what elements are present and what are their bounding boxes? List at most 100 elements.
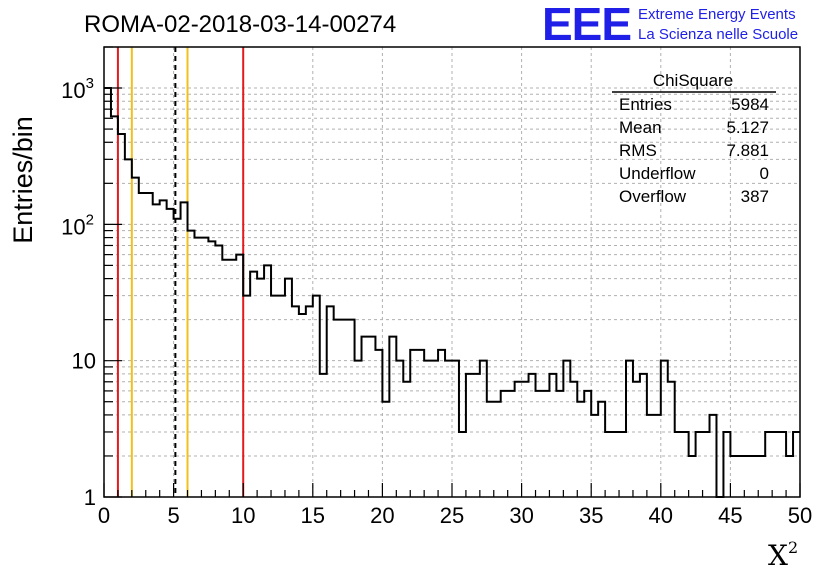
x-tick-label: 20 [370, 503, 394, 528]
histogram-bin [779, 432, 786, 497]
histogram-bin [222, 260, 229, 497]
logo-line-1: Extreme Energy Events [638, 6, 796, 23]
x-tick-label: 40 [649, 503, 673, 528]
y-tick-label: 10 [72, 349, 96, 374]
histogram-bin [375, 350, 382, 497]
histogram-bin [410, 350, 417, 497]
eee-logo: EEE Extreme Energy Events La Scienza nel… [542, 0, 798, 50]
histogram-bin [605, 432, 612, 497]
histogram-bin [188, 231, 195, 497]
stats-row-label: Mean [619, 118, 662, 137]
histogram-bin [368, 337, 375, 497]
histogram-bin [229, 260, 236, 497]
histogram-bin [396, 361, 403, 497]
logo-line-2: La Scienza nelle Scuole [638, 26, 798, 43]
histogram-bin [765, 432, 772, 497]
histogram-bin [299, 314, 306, 497]
histogram-bin [382, 402, 389, 497]
stats-title: ChiSquare [653, 71, 733, 90]
histogram-bin [181, 202, 188, 497]
y-tick-label-exponent: 3 [86, 75, 94, 92]
stats-row-value: 5.127 [726, 118, 769, 137]
x-tick-label: 30 [509, 503, 533, 528]
histogram-bin [264, 265, 271, 497]
y-tick-label: 103 [61, 75, 94, 103]
histogram-bin [466, 374, 473, 497]
stats-row-value: 5984 [731, 95, 769, 114]
histogram-bin [494, 402, 501, 497]
histogram-bin [584, 391, 591, 497]
histogram-bin [598, 402, 605, 497]
histogram-bin [522, 382, 529, 497]
histogram-bin [487, 402, 494, 497]
histogram-bin [257, 279, 264, 497]
histogram-bin [125, 159, 132, 497]
histogram-bin [320, 374, 327, 497]
histogram-bin [327, 306, 334, 497]
grid [104, 47, 800, 497]
x-axis-label: X2 [768, 538, 798, 572]
histogram [104, 87, 800, 498]
histogram-outline [104, 87, 800, 498]
histogram-bin [723, 432, 730, 497]
histogram-bin [647, 415, 654, 497]
histogram-bin [208, 241, 215, 497]
histogram-bin [577, 402, 584, 497]
histogram-bin [153, 204, 160, 497]
histogram-bin [473, 374, 480, 497]
histogram-bin [194, 238, 201, 497]
y-tick-label: 102 [61, 211, 94, 239]
histogram-bin [146, 193, 153, 497]
histogram-bin [271, 296, 278, 497]
x-tick-label: 45 [718, 503, 742, 528]
histogram-bin [139, 193, 146, 497]
histogram-bin [348, 320, 355, 497]
x-tick-label: 35 [579, 503, 603, 528]
histogram-bin [236, 255, 243, 497]
histogram-bin [793, 432, 800, 497]
histogram-bin [285, 279, 292, 497]
histogram-bin [215, 245, 222, 497]
histogram-bin [626, 361, 633, 497]
histogram-bin [675, 432, 682, 497]
x-tick-label: 10 [231, 503, 255, 528]
histogram-bin [403, 382, 410, 497]
y-tick-label-exponent: 2 [86, 211, 94, 228]
histogram-bin [306, 306, 313, 497]
histogram-bin [786, 456, 793, 497]
histogram-bin [744, 456, 751, 497]
histogram-bin [362, 337, 369, 497]
x-tick-label: 5 [167, 503, 179, 528]
histogram-bin [619, 432, 626, 497]
histogram-bin [355, 361, 362, 497]
histogram-bin [417, 350, 424, 497]
histogram-bin [696, 432, 703, 497]
histogram-bin [167, 209, 174, 497]
histogram-bin [758, 456, 765, 497]
histogram-bin [661, 361, 668, 497]
x-tick-label: 15 [301, 503, 325, 528]
histogram-bin [501, 391, 508, 497]
stats-row-value: 7.881 [726, 141, 769, 160]
histogram-bin [243, 296, 250, 497]
histogram-bin [689, 456, 696, 497]
histogram-bin [250, 272, 257, 497]
stats-box: ChiSquare Entries 5984 Mean 5.127 RMS 7.881 Un… [612, 71, 776, 206]
x-axis-label-superscript: 2 [788, 538, 798, 557]
histogram-bin [556, 391, 563, 497]
histogram-bin [438, 350, 445, 497]
x-tick-label: 0 [98, 503, 110, 528]
histogram-bin [591, 415, 598, 497]
histogram-bin [424, 361, 431, 497]
histogram-bin [292, 306, 299, 497]
histogram-bin [536, 391, 543, 497]
histogram-bin [682, 432, 689, 497]
y-tick-label: 1 [84, 485, 96, 510]
histogram-bin [459, 432, 466, 497]
histogram-bin [201, 238, 208, 497]
histogram-bin [389, 337, 396, 497]
histogram-bin [132, 178, 139, 497]
y-tick-label-base: 10 [61, 78, 85, 103]
